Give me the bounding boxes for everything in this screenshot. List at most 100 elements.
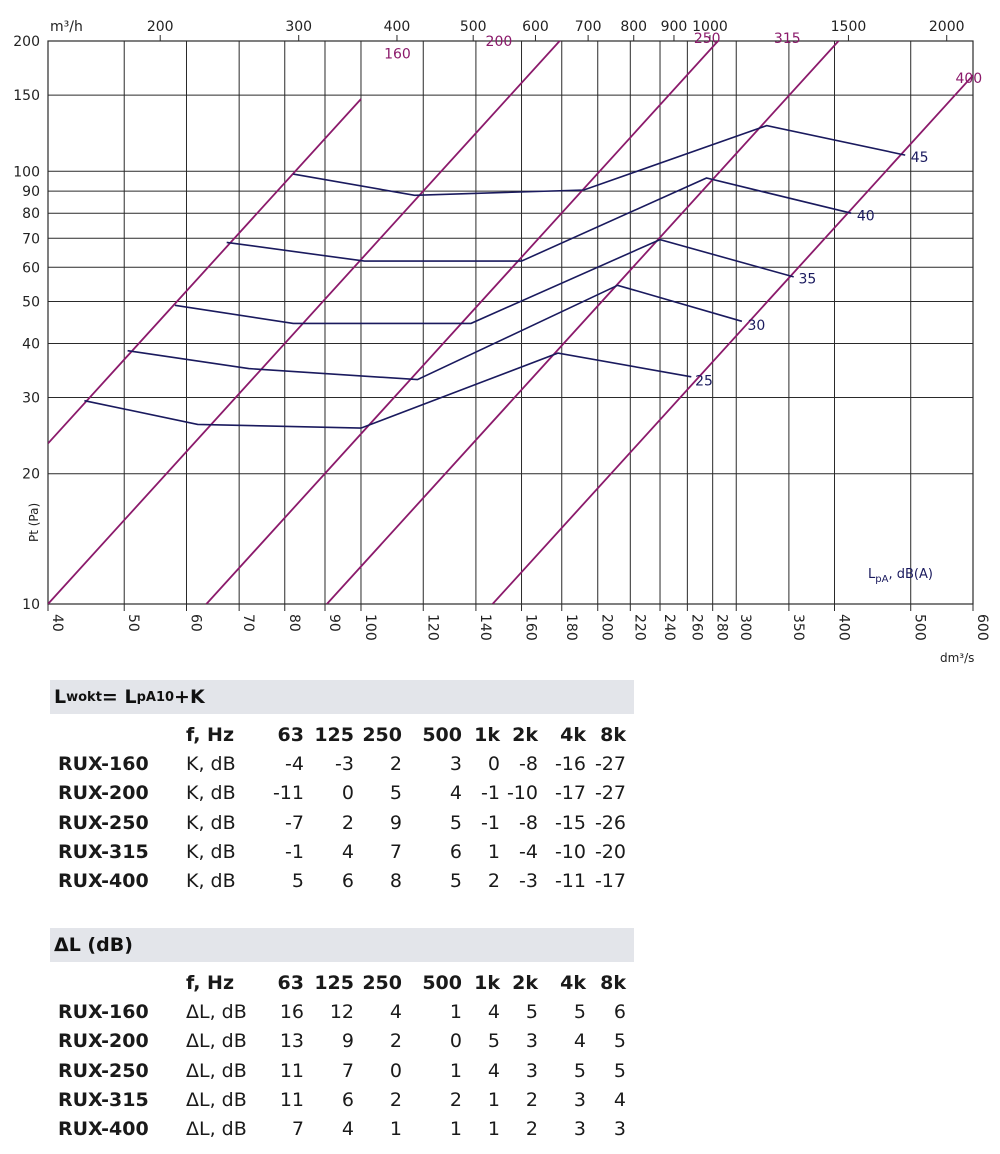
value-cell: 5	[449, 870, 462, 893]
table-row: RUX-315 K, dB -1 4 7 6 1 -4 -10 -20	[50, 837, 626, 866]
table-header-row: f, Hz 63 125 250 500 1k 2k 4k 8k	[50, 968, 626, 997]
header-cell: 250	[362, 723, 402, 746]
table-header-row: f, Hz 63 125 250 500 1k 2k 4k 8k	[50, 720, 626, 749]
header-cell: 250	[362, 971, 402, 994]
model-cell: RUX-315	[58, 1088, 149, 1111]
x-tick-label: 120	[424, 614, 440, 641]
value-cell: 9	[341, 1030, 354, 1053]
value-cell: -16	[554, 752, 586, 775]
x-tick-label: 200	[599, 614, 615, 641]
value-cell: 1	[487, 1088, 500, 1111]
value-cell: -8	[519, 752, 538, 775]
value-cell: 2	[389, 1088, 402, 1111]
value-cell: 1	[449, 1059, 462, 1082]
size-line-400	[491, 74, 973, 604]
value-cell: -1	[481, 782, 500, 805]
noise-line-25	[84, 352, 692, 429]
x-tick-label: 350	[790, 614, 806, 641]
x-tick-label: 160	[523, 614, 539, 641]
size-lines	[48, 41, 973, 604]
value-cell: -8	[519, 811, 538, 834]
value-cell: -10	[554, 840, 586, 863]
delta-l-table-grid: f, Hz 63 125 250 500 1k 2k 4k 8k RUX-160 ΔL, dB 16 1…	[50, 968, 626, 1144]
value-cell: 6	[341, 870, 354, 893]
x2-tick-label: 500	[460, 19, 487, 35]
value-cell: 4	[573, 1030, 586, 1053]
x-tick-label: 180	[563, 614, 579, 641]
value-cell: 6	[613, 1000, 626, 1023]
value-cell: -4	[519, 840, 538, 863]
value-cell: 11	[279, 1059, 304, 1082]
size-line-250	[205, 41, 720, 604]
value-cell: 5	[291, 870, 304, 893]
value-cell: 3	[573, 1088, 586, 1111]
x-tick-label: 100	[362, 614, 378, 641]
value-cell: -7	[285, 811, 304, 834]
x-tick-label: 220	[631, 614, 647, 641]
header-blank-cell	[50, 968, 186, 997]
table-row: RUX-250 K, dB -7 2 9 5 -1 -8 -15 -26	[50, 808, 626, 837]
model-cell: RUX-250	[58, 811, 149, 834]
header-cell: 8k	[600, 971, 626, 994]
pressure-flow-chart: 40 50 60 70 80 90 100 120 140 160 180 200 220 240 260 2…	[13, 19, 990, 665]
value-cell: 16	[279, 1000, 304, 1023]
x2-tick-label: 300	[285, 19, 312, 35]
x2-tick-label: 2000	[929, 19, 965, 35]
y-tick-label: 70	[22, 231, 40, 247]
unit-cell: ΔL, dB	[186, 1000, 247, 1023]
y-tick-label: 80	[22, 206, 40, 222]
model-cell: RUX-160	[58, 1000, 149, 1023]
header-cell: 8k	[600, 723, 626, 746]
header-cell: 2k	[512, 723, 538, 746]
value-cell: 7	[389, 840, 402, 863]
value-cell: -27	[594, 782, 626, 805]
unit-cell: ΔL, dB	[186, 1030, 247, 1053]
model-cell: RUX-250	[58, 1059, 149, 1082]
x-tick-label: 600	[974, 614, 990, 641]
value-cell: 4	[449, 782, 462, 805]
x2-tick-label: 800	[620, 19, 647, 35]
x-tick-label: 90	[326, 614, 342, 632]
table-row: RUX-200 K, dB -11 0 5 4 -1 -10 -17 -27	[50, 779, 626, 808]
header-blank-cell	[50, 720, 186, 749]
header-cell: 2k	[512, 971, 538, 994]
size-line-200	[48, 41, 561, 604]
value-cell: 5	[487, 1030, 500, 1053]
value-cell: 7	[341, 1059, 354, 1082]
value-cell: 5	[389, 782, 402, 805]
noise-label-45: 45	[911, 150, 929, 166]
y-tick-label: 50	[22, 295, 40, 311]
value-cell: 2	[449, 1088, 462, 1111]
y-tick-label: 30	[22, 391, 40, 407]
header-cell: 500	[422, 723, 462, 746]
size-line-160	[48, 98, 362, 445]
value-cell: -27	[594, 752, 626, 775]
model-cell: RUX-160	[58, 752, 149, 775]
header-cell: 500	[422, 971, 462, 994]
y-tick-label: 40	[22, 336, 40, 352]
value-cell: 2	[525, 1118, 538, 1141]
x-tick-label: 140	[477, 614, 493, 641]
value-cell: -26	[594, 811, 626, 834]
x2-tick-label: 1000	[692, 19, 728, 35]
delta-l-table: ΔL (dB) f, Hz 63 125 250 500 1k 2k 4k 8k RUX-160 Δ…	[50, 928, 634, 1144]
table-row: RUX-250 ΔL, dB 11 7 0 1 4 3 5 5	[50, 1056, 626, 1085]
value-cell: 12	[329, 1000, 354, 1023]
y-tick-label: 200	[13, 34, 40, 50]
k-table-grid: f, Hz 63 125 250 500 1k 2k 4k 8k RUX-160 K, dB -4 -3…	[50, 720, 626, 896]
noise-line-30	[127, 284, 743, 381]
value-cell: 2	[525, 1088, 538, 1111]
x-tick-label: 260	[688, 614, 704, 641]
value-cell: 13	[279, 1030, 304, 1053]
y-tick-label: 100	[13, 164, 40, 180]
header-cell: 63	[277, 971, 304, 994]
noise-label-35: 35	[799, 272, 817, 288]
delta-l-table-title: ΔL (dB)	[50, 928, 634, 962]
unit-cell: K, dB	[186, 752, 236, 775]
value-cell: 5	[449, 811, 462, 834]
y-tick-label: 20	[22, 467, 40, 483]
header-cell: 4k	[560, 971, 586, 994]
value-cell: 3	[573, 1118, 586, 1141]
model-cell: RUX-200	[58, 1030, 149, 1053]
